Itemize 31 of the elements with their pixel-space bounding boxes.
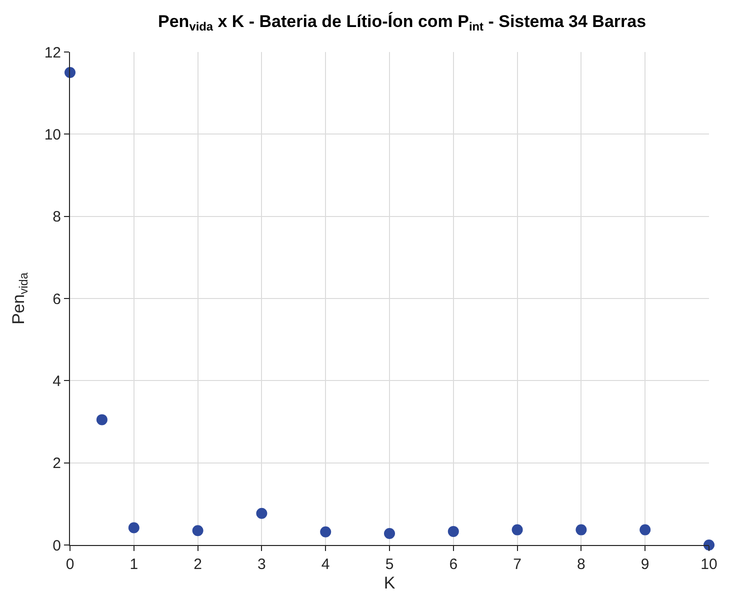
point — [448, 526, 459, 537]
y-tick-label: 8 — [52, 208, 61, 226]
y-tick-label: 6 — [52, 290, 61, 308]
point — [384, 528, 395, 539]
point — [96, 414, 108, 426]
x-tick-label: 4 — [321, 556, 330, 573]
x-tick-label: 2 — [194, 556, 202, 573]
y-tick-label: 4 — [52, 372, 61, 390]
point — [640, 524, 651, 536]
x-tick-label: 6 — [449, 556, 458, 573]
point — [128, 522, 140, 534]
x-tick-label: 3 — [258, 556, 266, 573]
x-tick-label: 9 — [640, 556, 650, 573]
point — [704, 540, 714, 550]
x-axis-title: K — [384, 573, 396, 592]
y-tick-label: 12 — [44, 44, 61, 62]
x-tick-label: 7 — [513, 556, 522, 573]
point — [192, 525, 204, 536]
chart-title: Pen$_{vida}$ x K - Bateria de Lítio-Íon com P$_{int}$ - Sistema 34 Barras — [158, 10, 646, 34]
y-tick-label: 10 — [44, 126, 61, 144]
y-tick-label: 2 — [52, 455, 61, 472]
point — [576, 524, 587, 536]
x-tick-label: 8 — [577, 556, 586, 573]
y-tick-label: 0 — [52, 537, 61, 554]
point — [256, 508, 268, 519]
x-tick-label: 1 — [130, 556, 138, 573]
point — [512, 524, 523, 536]
x-tick-label: 0 — [66, 556, 74, 573]
x-tick-label: 5 — [385, 556, 394, 573]
x-tick-label: 10 — [700, 556, 718, 573]
point — [320, 526, 332, 538]
